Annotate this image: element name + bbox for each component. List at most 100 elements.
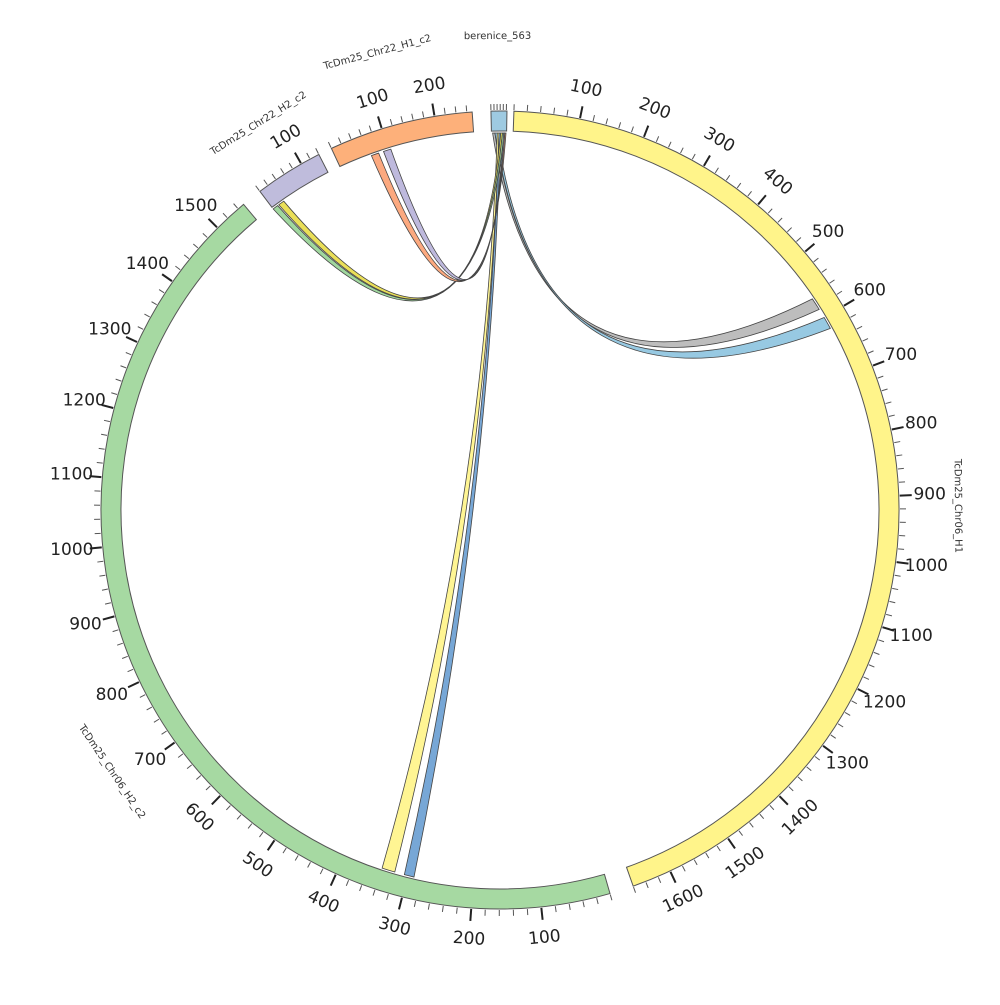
tick-minor [606, 119, 608, 125]
tick-minor [619, 122, 621, 128]
tick-label: 1100 [890, 626, 933, 646]
tick-minor [882, 389, 888, 391]
tick-minor [789, 787, 793, 791]
tick-minor [101, 434, 107, 435]
tick-minor [597, 898, 598, 904]
tick-minor [116, 379, 122, 381]
tick-label: 500 [812, 222, 844, 242]
tick-minor [117, 643, 123, 645]
tick-minor [152, 302, 157, 305]
tick-label: 1100 [50, 465, 93, 485]
tick-minor [646, 882, 648, 888]
tick-minor [295, 855, 298, 860]
tick-minor [283, 848, 286, 853]
tick-major [295, 153, 301, 163]
segments-layer [101, 111, 899, 909]
tick-minor [97, 462, 103, 463]
tick-minor [373, 890, 375, 896]
tick-minor [126, 353, 132, 355]
tick-minor [760, 814, 764, 819]
tick-major [670, 872, 675, 883]
tick-minor [414, 901, 415, 907]
tick-major [805, 244, 814, 252]
tick-minor [634, 887, 636, 893]
tick-minor [412, 114, 413, 120]
tick-minor [120, 366, 126, 368]
tick-label: 200 [412, 73, 447, 98]
tick-minor [401, 116, 402, 122]
tick-minor [796, 237, 800, 241]
tick-minor [206, 786, 210, 790]
tick-minor [807, 767, 812, 771]
tick-minor [822, 269, 827, 273]
tick-minor [737, 183, 741, 188]
tick-minor [852, 701, 857, 704]
tick-major [844, 300, 854, 306]
tick-minor [748, 191, 752, 196]
tick-minor [555, 906, 556, 912]
tick-minor [898, 468, 904, 469]
tick-minor [281, 168, 284, 173]
tick-minor [99, 448, 105, 449]
tick-minor [104, 420, 110, 421]
tick-minor [338, 138, 340, 144]
tick-minor [444, 108, 445, 114]
tick-minor [541, 106, 542, 112]
tick-minor [569, 904, 570, 910]
tick-minor [656, 136, 658, 142]
ticks-layer [89, 104, 911, 921]
tick-minor [237, 815, 241, 820]
tick-label: 900 [913, 484, 945, 504]
tick-minor [898, 549, 904, 550]
tick-minor [692, 154, 695, 159]
tick-label: 200 [636, 94, 673, 124]
tick-major [541, 908, 542, 920]
tick-minor [554, 108, 555, 114]
tick-minor [768, 209, 772, 213]
tick-minor [226, 806, 230, 810]
tick-minor [583, 901, 584, 907]
tick-minor [681, 148, 684, 153]
tick-minor [442, 906, 443, 912]
tick-minor [154, 719, 159, 722]
tick-minor [857, 326, 862, 329]
tick-label: 600 [853, 280, 885, 300]
tick-major [892, 427, 904, 429]
tick-minor [307, 153, 310, 158]
tick-minor [316, 148, 319, 153]
tick-minor [122, 656, 128, 658]
tick-minor [886, 614, 892, 616]
tick-minor [97, 561, 103, 562]
tick-minor [105, 603, 111, 604]
tick-major [470, 909, 471, 921]
tick-label: 400 [759, 163, 797, 199]
segment-berenice_563 [491, 111, 507, 131]
tick-minor [874, 652, 880, 654]
tick-minor [838, 724, 843, 727]
tick-minor [308, 862, 311, 867]
tick-minor [878, 640, 884, 642]
tick-label: 100 [527, 926, 561, 949]
tick-minor [787, 228, 791, 232]
tick-label: 900 [69, 614, 101, 634]
tick-minor [272, 174, 275, 179]
tick-label: 700 [134, 750, 166, 770]
tick-major [268, 840, 275, 850]
tick-minor [223, 213, 227, 217]
tick-major [704, 156, 710, 166]
tick-minor [147, 707, 152, 710]
tick-minor [99, 575, 105, 576]
tick-label: 1200 [863, 692, 906, 712]
tick-label: 1400 [126, 254, 169, 274]
tick-label: 1500 [174, 196, 217, 216]
tick-minor [567, 110, 568, 116]
links-layer [273, 133, 830, 877]
tick-major [758, 195, 766, 204]
tick-minor [328, 142, 331, 147]
tick-minor [845, 712, 850, 715]
tick-minor [896, 455, 902, 456]
tick-label: 800 [905, 413, 937, 433]
tick-label: 1000 [905, 556, 948, 576]
tick-label: 1000 [50, 540, 93, 560]
